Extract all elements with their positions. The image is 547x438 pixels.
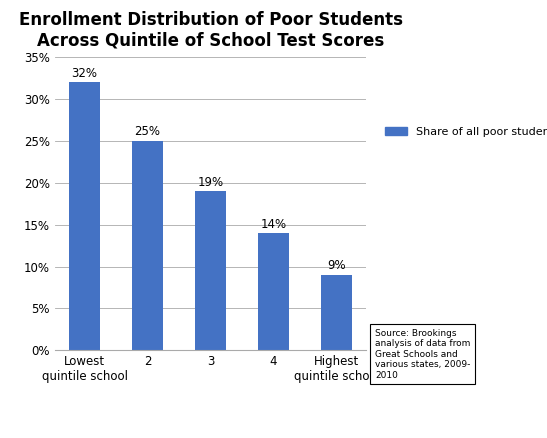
Bar bbox=[258, 233, 289, 350]
Text: Source: Brookings
analysis of data from
Great Schools and
various states, 2009-
: Source: Brookings analysis of data from … bbox=[375, 329, 470, 380]
Text: 25%: 25% bbox=[135, 125, 161, 138]
Text: 19%: 19% bbox=[197, 176, 224, 189]
Bar bbox=[69, 82, 100, 350]
Bar bbox=[132, 141, 164, 350]
Bar bbox=[321, 275, 352, 350]
Text: 9%: 9% bbox=[327, 259, 346, 272]
Text: 32%: 32% bbox=[72, 67, 97, 80]
Legend: Share of all poor students: Share of all poor students bbox=[385, 127, 547, 137]
Bar bbox=[195, 191, 226, 350]
Text: 14%: 14% bbox=[260, 218, 287, 230]
Title: Enrollment Distribution of Poor Students
Across Quintile of School Test Scores: Enrollment Distribution of Poor Students… bbox=[19, 11, 403, 50]
